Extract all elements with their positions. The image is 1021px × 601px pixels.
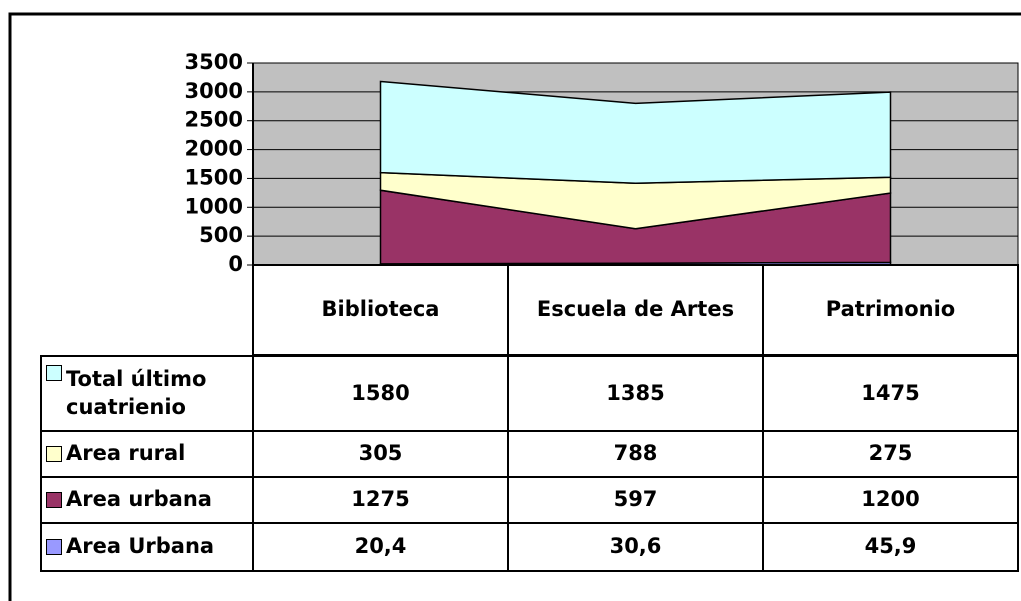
data-label: 1200 bbox=[762, 476, 1019, 524]
x-tick-label: Biblioteca bbox=[252, 264, 509, 356]
data-label-text: 1475 bbox=[861, 380, 920, 405]
y-tick-label: 1500 bbox=[185, 165, 243, 189]
data-label-text: 305 bbox=[358, 441, 403, 466]
legend-swatch bbox=[46, 539, 62, 555]
y-tick-label: 2000 bbox=[185, 137, 243, 161]
data-label-text: 597 bbox=[613, 487, 658, 512]
legend-swatch bbox=[46, 365, 62, 381]
y-tick-label: 1000 bbox=[185, 194, 243, 218]
data-label: 30,6 bbox=[507, 522, 764, 572]
data-label-text: 1275 bbox=[351, 487, 410, 512]
data-label: 275 bbox=[762, 430, 1019, 478]
data-label-text: 1385 bbox=[606, 380, 665, 405]
data-label-text: 20,4 bbox=[354, 534, 407, 559]
legend-entry-text: Area Urbana bbox=[66, 534, 215, 559]
data-label-text: 788 bbox=[613, 441, 658, 466]
legend-entry-text: Total último cuatrienio bbox=[66, 367, 207, 419]
data-label-text: 1580 bbox=[351, 380, 410, 405]
legend-entry-text: Area urbana bbox=[66, 487, 212, 512]
y-tick-label: 0 bbox=[228, 252, 243, 276]
data-label-text: 45,9 bbox=[864, 534, 917, 559]
data-label: 45,9 bbox=[762, 522, 1019, 572]
y-tick-label: 3000 bbox=[185, 79, 243, 103]
data-label: 20,4 bbox=[252, 522, 509, 572]
frame bbox=[8, 12, 1021, 601]
area bbox=[379, 80, 892, 185]
x-tick-label-text: Escuela de Artes bbox=[536, 297, 735, 322]
data-label: 597 bbox=[507, 476, 764, 524]
legend-swatch bbox=[46, 492, 62, 508]
x-tick-label: Patrimonio bbox=[762, 264, 1019, 356]
data-label-text: 1200 bbox=[861, 487, 920, 512]
data-label: 305 bbox=[252, 430, 509, 478]
y-tick-label: 2500 bbox=[185, 108, 243, 132]
legend-entry: Total último cuatrienio bbox=[40, 355, 254, 432]
legend-swatch bbox=[46, 446, 62, 462]
y-tick-label: 500 bbox=[199, 223, 243, 247]
data-label-text: 275 bbox=[868, 441, 913, 466]
data-label: 788 bbox=[507, 430, 764, 478]
legend-entry: Area rural bbox=[40, 430, 254, 478]
data-label: 1580 bbox=[252, 355, 509, 432]
legend-entry: Area Urbana bbox=[40, 522, 254, 572]
legend-entry-text: Area rural bbox=[66, 441, 186, 466]
x-tick-label: Escuela de Artes bbox=[507, 264, 764, 356]
data-label: 1385 bbox=[507, 355, 764, 432]
data-label-text: 30,6 bbox=[609, 534, 662, 559]
x-tick-label-text: Patrimonio bbox=[825, 297, 956, 322]
y-tick-label: 3500 bbox=[185, 50, 243, 74]
data-label: 1475 bbox=[762, 355, 1019, 432]
data-label: 1275 bbox=[252, 476, 509, 524]
x-tick-label-text: Biblioteca bbox=[321, 297, 440, 322]
legend-entry: Area urbana bbox=[40, 476, 254, 524]
